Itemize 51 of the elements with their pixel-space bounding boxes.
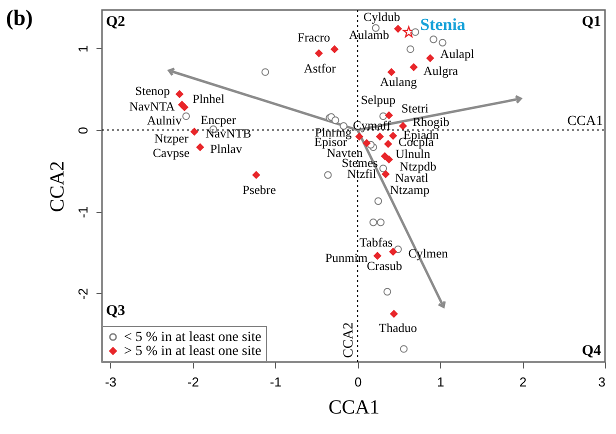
- x-tick-label: -1: [270, 374, 282, 390]
- x-tick-label: 3: [598, 374, 606, 390]
- annotation: Punmim: [325, 250, 368, 265]
- annotation: Fracro: [298, 30, 330, 44]
- annotation: Q3: [106, 303, 126, 319]
- annotation: Plnlav: [210, 142, 243, 156]
- y-axis-title: CCA2: [46, 160, 68, 212]
- annotation: Plnhel: [192, 92, 225, 106]
- annotation: Navatl: [394, 171, 429, 186]
- x-tick-label: 2: [519, 374, 527, 390]
- y-tick-label: -2: [76, 288, 90, 300]
- annotation: Stetri: [401, 101, 430, 116]
- annotation: Ntzpdb: [400, 159, 436, 174]
- annotation: Ntzamp: [390, 183, 430, 198]
- annotation: Cavpse: [152, 146, 190, 160]
- annotation: Aulapl: [440, 47, 475, 62]
- x-tick-label: -3: [104, 374, 117, 390]
- annotation: Psebre: [242, 182, 276, 197]
- annotation: Stenia: [420, 15, 466, 34]
- annotation: Thaduo: [378, 320, 417, 335]
- annotation: Astfor: [304, 61, 337, 76]
- x-tick-label: 0: [354, 374, 362, 390]
- annotation: Aulang: [380, 75, 418, 90]
- y-tick-label: 0: [76, 126, 90, 134]
- annotation: Q2: [106, 14, 126, 30]
- annotation: Q4: [582, 343, 602, 359]
- annotation: Cymaff: [352, 118, 392, 133]
- y-tick-label: 1: [76, 45, 90, 52]
- ref-line-label: CCA2: [342, 322, 357, 358]
- annotation: Ntzper: [154, 132, 190, 146]
- annotation: Stenop: [135, 84, 170, 98]
- y-tick-label: -1: [76, 206, 90, 218]
- x-tick-label: -2: [187, 374, 199, 390]
- ref-line-label: CCA1: [567, 114, 603, 130]
- x-tick-label: 1: [436, 374, 444, 390]
- legend-label: < 5 % in at least one site: [124, 330, 262, 345]
- x-axis-title: CCA1: [328, 396, 380, 418]
- annotation: Cyldub: [363, 10, 400, 24]
- annotation: Q1: [582, 14, 601, 30]
- annotation: Crasub: [366, 258, 402, 273]
- annotation: Aulgra: [423, 64, 458, 78]
- annotation: Encper: [200, 113, 237, 128]
- annotation: Rhogib: [412, 114, 450, 129]
- annotation: Selpup: [360, 93, 396, 108]
- annotation: NavNTA: [129, 100, 175, 114]
- annotation: Aulniv: [146, 114, 182, 128]
- legend-label: > 5 % in at least one site: [124, 344, 262, 359]
- annotation: Cylmen: [408, 246, 449, 261]
- chart-title: (b): [6, 5, 33, 30]
- annotation: Aulamb: [348, 28, 390, 42]
- annotation: Tabfas: [360, 236, 393, 250]
